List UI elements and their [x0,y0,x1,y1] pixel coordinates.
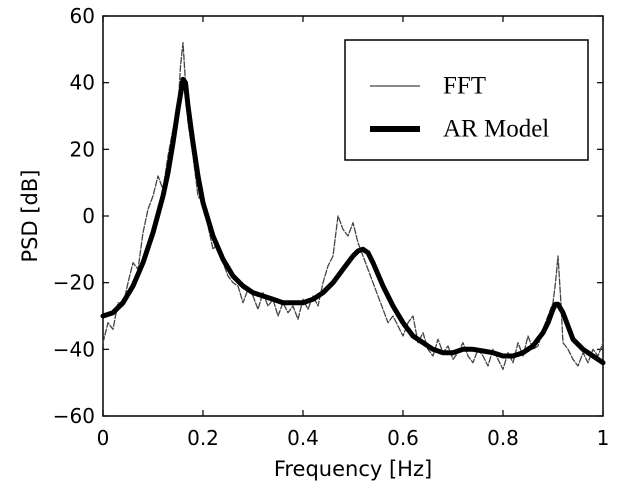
legend-box [344,39,589,161]
axis-tick-labels: 0 0.2 0.4 0.6 0.8 1 −60 −40 −20 0 20 40 60 [53,4,610,450]
x-tick-label: 0.4 [287,426,319,450]
y-tick-label: −20 [53,271,95,295]
x-tick-label: 0 [97,426,110,450]
legend: FFT AR Model [344,39,589,161]
y-tick-label: 40 [70,71,95,95]
series-line-ar-model [100,76,606,366]
y-tick-label: 0 [82,204,95,228]
x-tick-label: 0.2 [187,426,219,450]
legend-label-fft: FFT [443,73,486,100]
x-tick-label: 1 [597,426,610,450]
legend-label-ar-model: AR Model [443,116,549,143]
series-layer [100,42,606,370]
x-tick-label: 0.8 [487,426,519,450]
y-tick-label: −40 [53,337,95,361]
y-tick-label: 20 [70,137,95,161]
axis-ticks [102,15,604,417]
series-line-fft [102,42,604,370]
y-axis-label: PSD [dB] [18,170,42,263]
x-tick-label: 0.6 [387,426,419,450]
y-tick-label: 60 [70,4,95,28]
x-axis-label: Frequency [Hz] [274,457,432,481]
y-tick-label: −60 [53,404,95,428]
